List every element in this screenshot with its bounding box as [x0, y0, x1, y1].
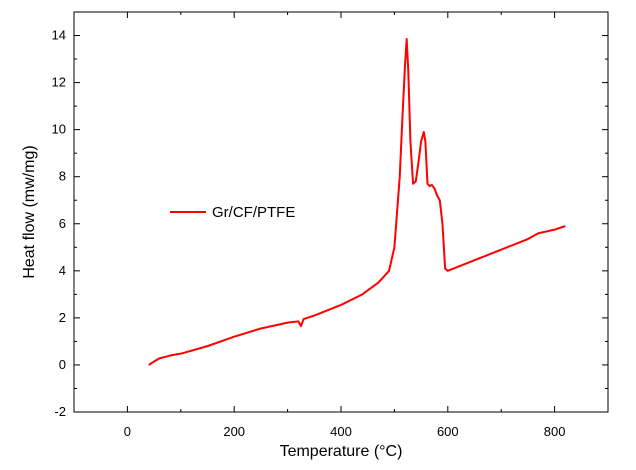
plot-frame [73, 11, 609, 413]
legend-label: Gr/CF/PTFE [212, 204, 295, 221]
y-tick-label: 14 [52, 28, 66, 43]
y-tick-label: 2 [59, 310, 66, 325]
y-axis-label: Heat flow (mw/mg) [21, 145, 38, 278]
y-tick-label: 8 [59, 169, 66, 184]
x-tick-label: 0 [124, 424, 131, 439]
series-line [148, 38, 566, 366]
x-tick-label: 400 [330, 424, 352, 439]
axis-ticks [73, 11, 609, 413]
x-tick-label: 800 [544, 424, 566, 439]
x-axis-label: Temperature (°C) [280, 443, 403, 460]
y-tick-label: 4 [59, 263, 66, 278]
y-tick-label: 10 [52, 122, 66, 137]
axis-tick-labels: 0 200 400 600 800 -2 0 2 4 6 8 10 12 14 [52, 28, 566, 439]
y-tick-label: 0 [59, 357, 66, 372]
series-layer [148, 38, 566, 366]
y-tick-label: -2 [54, 404, 66, 419]
y-tick-label: 12 [52, 75, 66, 90]
x-tick-label: 200 [223, 424, 245, 439]
x-tick-label: 600 [437, 424, 459, 439]
y-tick-label: 6 [59, 216, 66, 231]
legend: Gr/CF/PTFE [170, 204, 295, 221]
